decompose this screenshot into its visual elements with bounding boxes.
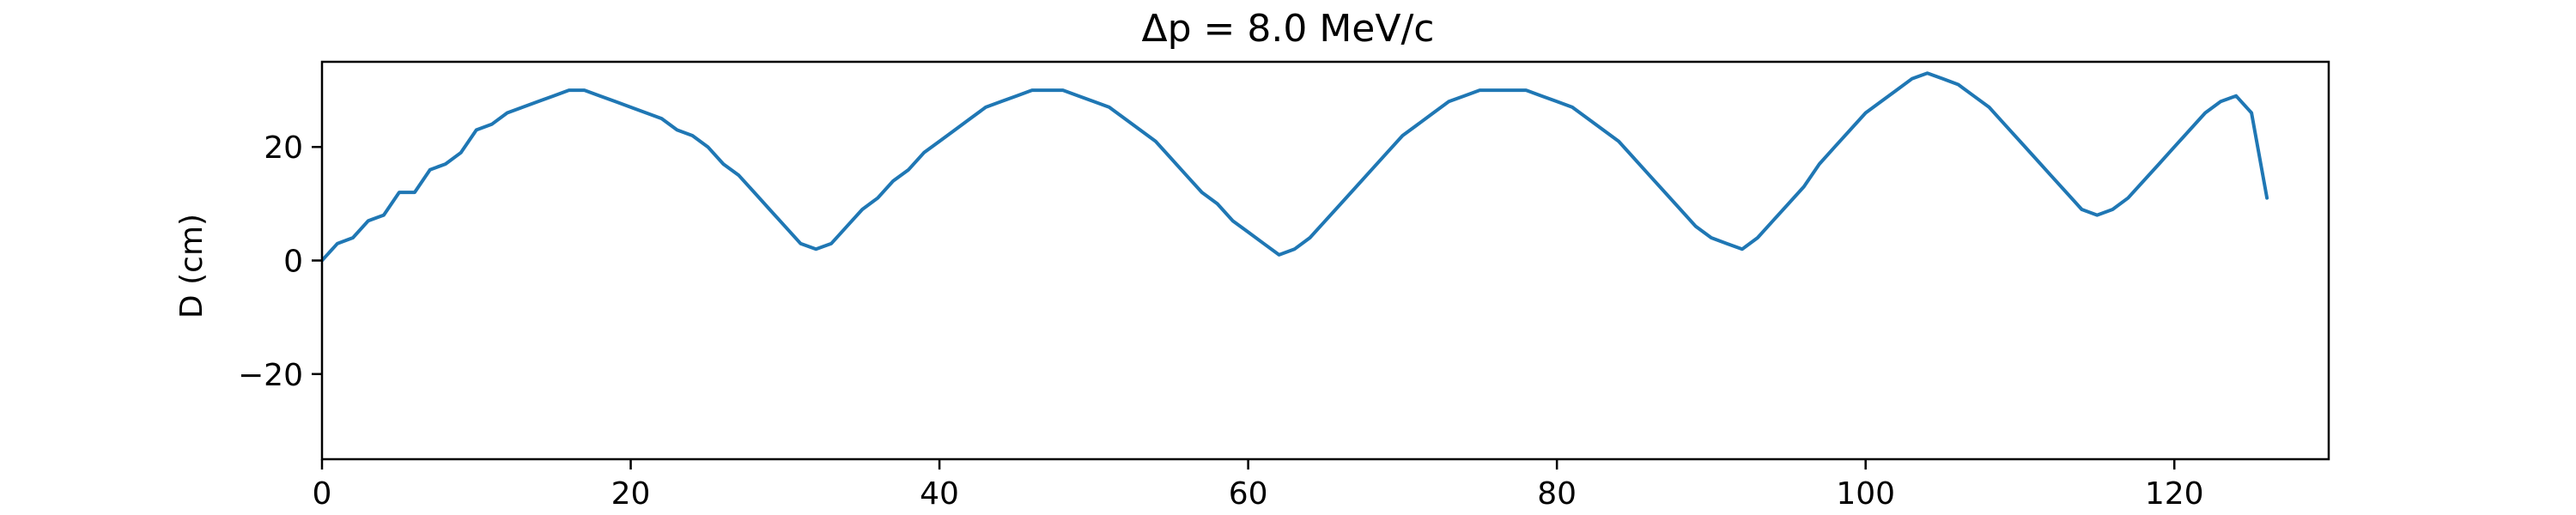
y-tick-label: 0 xyxy=(283,245,303,280)
axes-frame xyxy=(320,60,2330,461)
x-tick-label: 40 xyxy=(920,476,959,512)
x-tick-label: 100 xyxy=(1836,476,1895,512)
y-tick-label: −20 xyxy=(238,358,303,393)
chart-title: Δp = 8.0 MeV/c xyxy=(1142,7,1435,51)
x-tick-label: 120 xyxy=(2145,476,2204,512)
x-tick-label: 60 xyxy=(1229,476,1268,512)
plot-area: 0 20 40 60 80 100 120 −20 0 20 xyxy=(238,60,2330,512)
x-tick-label: 0 xyxy=(313,476,332,512)
x-tick-label: 20 xyxy=(611,476,651,512)
x-tick-label: 80 xyxy=(1537,476,1577,512)
y-axis-label: D (cm) xyxy=(174,214,210,318)
y-tick-label: 20 xyxy=(264,130,303,166)
series-line-0 xyxy=(322,71,2269,263)
